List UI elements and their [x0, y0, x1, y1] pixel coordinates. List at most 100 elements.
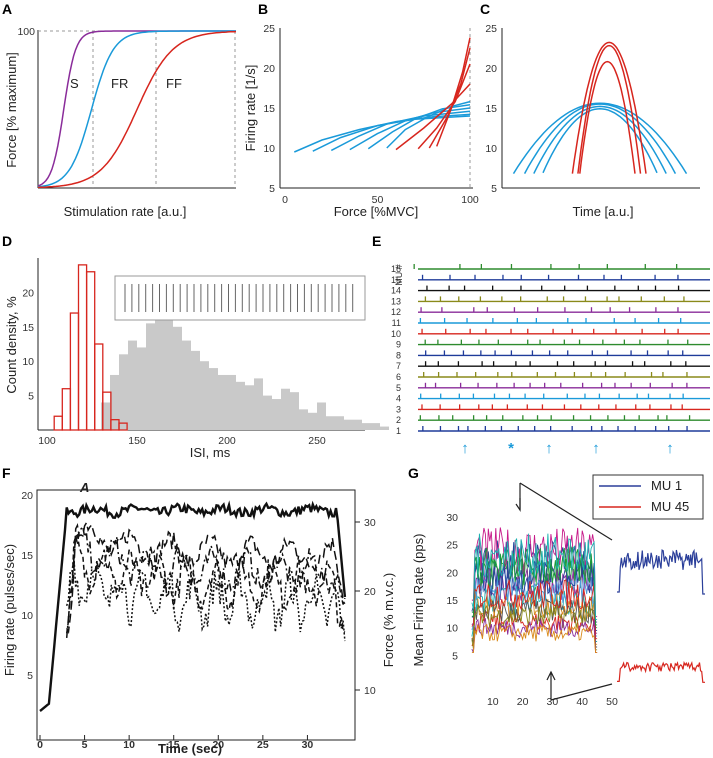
f-ytick: 15	[21, 550, 33, 562]
b-ytick: 15	[263, 103, 275, 115]
d-gray-bar	[371, 423, 380, 430]
d-gray-bar	[137, 347, 146, 430]
d-red-bar	[77, 264, 88, 431]
a-ylabel: Force [% maximum]	[4, 52, 19, 168]
a-curve-ff	[37, 30, 237, 189]
d-gray-bar	[272, 399, 281, 430]
panel-c-label: C	[480, 1, 490, 17]
c-series-line	[571, 41, 647, 174]
d-gray-bar	[128, 340, 137, 430]
f-xlabel: Time (sec)	[158, 741, 222, 756]
g-ytick: 30	[446, 512, 458, 524]
d-red-bar	[69, 312, 80, 431]
g-lines	[471, 527, 598, 654]
a-xlabel: Stimulation rate [a.u.]	[64, 204, 187, 219]
f-series-line	[65, 524, 346, 638]
d-xtick: 150	[128, 435, 146, 447]
e-arrow-mark: ↑	[666, 440, 674, 457]
d-gray-bar	[101, 402, 110, 430]
e-row-label: 10	[391, 329, 401, 339]
panel-e-label: E	[372, 233, 381, 249]
g-series-line	[471, 527, 598, 618]
d-gray-bar	[119, 354, 128, 430]
b-ticks: 5 10 15 20 25 0 50 100	[263, 23, 479, 206]
panel-g-label: G	[408, 465, 419, 481]
b-ylabel: Firing rate [1/s]	[243, 65, 258, 152]
g-series-line	[471, 604, 598, 651]
g-ylabel: Mean Firing Rate (pps)	[411, 534, 426, 667]
b-series-line	[294, 113, 471, 153]
c-lines	[512, 41, 688, 174]
e-row-label: 16	[391, 264, 401, 274]
e-row-label: 3	[396, 404, 401, 414]
d-inset-box	[114, 275, 366, 321]
d-red-bar	[102, 391, 112, 431]
b-series-line	[395, 83, 471, 151]
d-gray-bar	[263, 395, 272, 430]
d-red-bar	[53, 415, 63, 431]
d-gray-bar	[182, 340, 191, 430]
g-connector-bottom	[550, 683, 613, 701]
g-ticks: 10 20 30 40 50 5 10 15 20 25 30	[446, 512, 618, 708]
g-series-line	[471, 578, 598, 640]
a-ytick-100: 100	[17, 26, 35, 38]
g-zoom-trace	[617, 660, 705, 683]
g-xtick: 40	[576, 696, 588, 708]
d-gray-bar	[308, 412, 317, 430]
d-gray-bar	[281, 388, 290, 430]
d-xtick: 250	[308, 435, 326, 447]
c-series-line	[579, 60, 636, 174]
f-xtick: 15	[168, 739, 180, 751]
g-ytick: 10	[446, 623, 458, 635]
d-red-bar	[61, 388, 72, 431]
d-ytick: 5	[28, 391, 34, 403]
e-row-label: 4	[396, 394, 401, 404]
f-xtick: 20	[212, 739, 224, 751]
f-xtick: 5	[82, 739, 88, 751]
d-red-bar	[118, 422, 128, 431]
d-gray-bar	[362, 423, 371, 430]
a-label-s: S	[70, 76, 79, 91]
d-gray-bar	[110, 374, 119, 430]
d-gray-bar	[173, 326, 182, 430]
g-legend-box	[592, 474, 704, 520]
d-gray-bar	[344, 419, 353, 430]
f-xtick: 0	[37, 739, 43, 751]
c-series-line	[533, 105, 667, 174]
e-row-label: 6	[396, 372, 401, 382]
f-series-line	[39, 500, 347, 712]
g-connector-top	[519, 482, 613, 541]
g-ytick: 25	[446, 540, 458, 552]
f-ylabel: Firing rate (pulses/sec)	[2, 544, 17, 676]
f-y2label: Force (% m.v.c.)	[381, 573, 396, 667]
d-gray-bar	[200, 361, 209, 430]
panel-b-label: B	[258, 1, 268, 17]
c-ytick: 20	[485, 63, 497, 75]
d-ytick: 20	[22, 287, 34, 299]
f-y2tick: 10	[364, 685, 376, 697]
d-gray-bar	[227, 374, 236, 430]
d-gray-bar	[218, 374, 227, 430]
e-arrow-mark: *	[508, 440, 514, 457]
d-ticks: 100 150 200 250 5 10 15 20	[22, 287, 326, 447]
d-gray-bar	[155, 319, 164, 430]
a-label-fr: FR	[111, 76, 128, 91]
d-gray-bars	[101, 313, 389, 430]
b-series-line	[312, 115, 471, 152]
e-row-label: 5	[396, 383, 401, 393]
c-series-line	[523, 103, 677, 174]
f-series-line	[65, 533, 346, 634]
d-ylabel: Count density, %	[4, 296, 19, 394]
e-row-label: 7	[396, 361, 401, 371]
b-ytick: 20	[263, 63, 275, 75]
f-ticks: 0 5 10 15 20 25 30 5 10 15 20 10 20 30	[21, 490, 376, 751]
f-xtick: 10	[123, 739, 135, 751]
g-zoom-trace	[617, 548, 705, 595]
e-row-label: 12	[391, 307, 401, 317]
d-ytick: 10	[22, 356, 34, 368]
e-arrow-marks: ↑ * ↑ ↑ ↑	[461, 440, 674, 457]
c-series-line	[542, 108, 658, 174]
c-ytick: 10	[485, 143, 497, 155]
